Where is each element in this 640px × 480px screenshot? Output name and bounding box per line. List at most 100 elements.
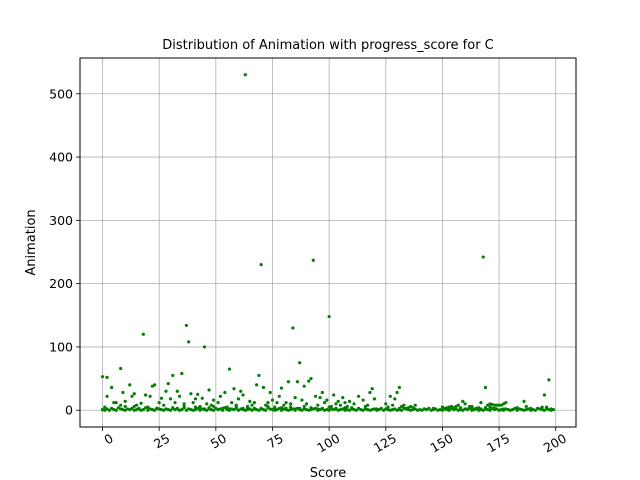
data-point [182, 404, 186, 409]
data-point [162, 403, 166, 407]
data-point [479, 407, 483, 411]
data-point [488, 408, 492, 412]
data-point [386, 405, 390, 409]
data-point [492, 403, 497, 407]
data-point [334, 407, 338, 411]
data-point [295, 380, 300, 384]
data-point [356, 394, 361, 398]
data-point [298, 406, 302, 410]
data-point [239, 389, 243, 393]
data-point [284, 401, 288, 405]
data-point [370, 387, 374, 391]
data-point [200, 396, 204, 400]
data-point [300, 398, 304, 402]
data-point [143, 393, 148, 397]
data-point [166, 382, 170, 386]
data-point [343, 401, 347, 405]
data-point [141, 407, 145, 412]
data-point [234, 405, 238, 409]
data-point [211, 398, 216, 402]
data-point [320, 390, 324, 395]
data-point [207, 388, 211, 392]
data-point [189, 392, 193, 396]
y-tick-label: 300 [49, 213, 73, 228]
data-point [343, 406, 347, 410]
data-point [368, 390, 372, 395]
data-point [481, 255, 485, 259]
data-point [252, 401, 256, 405]
data-point [470, 404, 474, 409]
data-point [529, 406, 533, 410]
data-point [184, 323, 188, 328]
data-point [318, 395, 322, 400]
data-point [282, 403, 286, 407]
data-point [157, 401, 161, 405]
data-point [411, 406, 415, 410]
data-point [141, 332, 145, 336]
data-point [316, 407, 320, 411]
data-point [361, 398, 365, 402]
data-point [273, 407, 277, 411]
data-point [390, 403, 395, 407]
data-point [495, 403, 499, 407]
data-point [547, 378, 551, 382]
data-point [132, 392, 136, 396]
data-point [132, 404, 136, 409]
data-point [277, 394, 281, 398]
data-point [341, 395, 345, 400]
data-point [198, 406, 202, 410]
data-point [202, 407, 207, 411]
data-point [400, 408, 404, 412]
data-point [316, 403, 320, 407]
data-point [502, 407, 506, 411]
data-point [347, 399, 352, 403]
data-point [103, 405, 107, 409]
data-point [245, 406, 250, 410]
data-point [221, 406, 225, 410]
data-point [474, 406, 479, 410]
data-point [549, 407, 553, 411]
data-point [350, 406, 354, 410]
data-point [227, 407, 232, 411]
data-point [177, 394, 182, 398]
data-point [123, 399, 127, 403]
data-point [155, 406, 159, 410]
data-point [175, 389, 179, 393]
data-point [232, 387, 236, 391]
data-point [193, 405, 198, 409]
data-point [266, 401, 270, 405]
data-point [289, 402, 293, 406]
data-point [175, 406, 179, 410]
data-point [492, 406, 497, 410]
data-point [205, 402, 209, 406]
data-point [533, 408, 537, 412]
data-point [397, 406, 401, 410]
data-point [248, 399, 252, 403]
data-point [153, 408, 157, 412]
data-point [293, 407, 297, 411]
y-tick-label: 100 [49, 339, 73, 354]
data-point [388, 394, 392, 398]
data-point [304, 402, 309, 406]
data-point [112, 401, 116, 405]
data-point [266, 404, 270, 409]
data-point [146, 405, 150, 409]
data-point [275, 401, 279, 405]
data-point [413, 403, 417, 407]
data-point [264, 408, 268, 412]
data-point [461, 399, 465, 403]
y-tick-label: 200 [49, 276, 73, 291]
data-point [123, 404, 127, 409]
data-point [307, 379, 311, 383]
data-point [431, 406, 435, 410]
y-axis-label: Animation [24, 209, 39, 275]
data-point [483, 406, 488, 410]
data-point [105, 394, 109, 398]
data-point [180, 371, 184, 376]
data-point [216, 401, 220, 405]
data-point [171, 373, 175, 378]
data-point [279, 386, 284, 390]
data-point [187, 340, 191, 344]
data-point [332, 393, 336, 397]
data-point [191, 401, 195, 405]
